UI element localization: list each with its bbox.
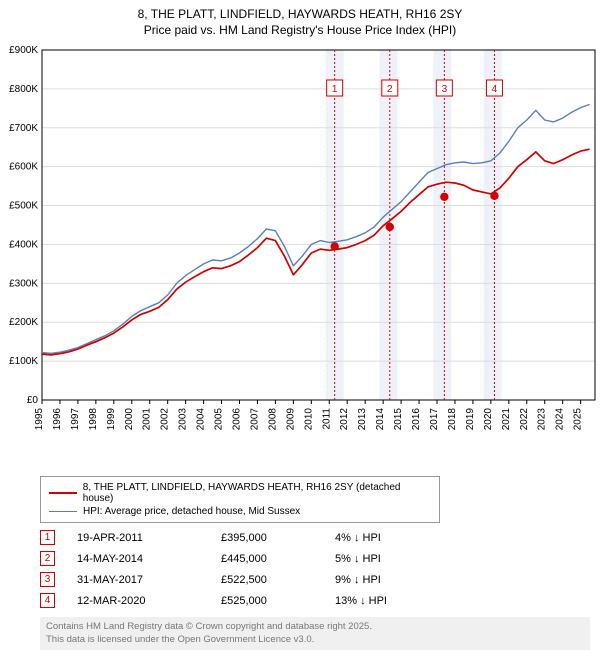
sale-price: £445,000: [221, 553, 331, 565]
chart-svg: £0 £100K £200K £300K £400K £500K £600K £700K £80…: [0, 40, 600, 470]
svg-text:3: 3: [442, 84, 448, 95]
svg-text:£700K: £700K: [9, 123, 38, 134]
sale-diff: 9% ↓ HPI: [335, 574, 455, 586]
svg-text:2008: 2008: [267, 408, 278, 431]
svg-text:£800K: £800K: [9, 84, 38, 95]
svg-text:1995: 1995: [34, 408, 45, 431]
svg-text:2018: 2018: [447, 408, 458, 431]
svg-text:2003: 2003: [178, 408, 189, 431]
sale-diff: 4% ↓ HPI: [335, 532, 455, 544]
sale-row: 4 12-MAR-2020 £525,000 13% ↓ HPI: [40, 590, 590, 611]
sale-date: 31-MAY-2017: [77, 574, 217, 586]
svg-text:2012: 2012: [339, 408, 350, 431]
legend-label-hpi: HPI: Average price, detached house, Mid …: [83, 506, 300, 517]
svg-text:£500K: £500K: [9, 201, 38, 212]
svg-text:2016: 2016: [411, 408, 422, 431]
sale-row: 2 14-MAY-2014 £445,000 5% ↓ HPI: [40, 548, 590, 569]
svg-text:2006: 2006: [232, 408, 243, 431]
sale-price: £525,000: [221, 595, 331, 607]
svg-text:2022: 2022: [519, 408, 530, 431]
svg-text:1998: 1998: [88, 408, 99, 431]
svg-text:2011: 2011: [321, 408, 332, 430]
sale-marker: 2: [40, 551, 55, 566]
svg-text:2001: 2001: [142, 408, 153, 431]
sale-price: £395,000: [221, 532, 331, 544]
svg-text:2024: 2024: [555, 408, 566, 431]
svg-text:2010: 2010: [303, 408, 314, 431]
price-chart: £0 £100K £200K £300K £400K £500K £600K £700K £80…: [0, 40, 600, 470]
title-line-1: 8, THE PLATT, LINDFIELD, HAYWARDS HEATH,…: [0, 6, 600, 22]
svg-text:1999: 1999: [106, 408, 117, 431]
svg-text:£0: £0: [27, 395, 39, 406]
svg-text:2020: 2020: [483, 408, 494, 431]
svg-text:2013: 2013: [357, 408, 368, 431]
svg-text:£300K: £300K: [9, 279, 38, 290]
svg-text:2019: 2019: [465, 408, 476, 431]
svg-text:2004: 2004: [196, 408, 207, 431]
sale-row: 1 19-APR-2011 £395,000 4% ↓ HPI: [40, 527, 590, 548]
svg-text:2015: 2015: [393, 408, 404, 431]
legend-row-hpi: HPI: Average price, detached house, Mid …: [49, 505, 431, 518]
legend-row-price-paid: 8, THE PLATT, LINDFIELD, HAYWARDS HEATH,…: [49, 481, 431, 505]
sale-row: 3 31-MAY-2017 £522,500 9% ↓ HPI: [40, 569, 590, 590]
svg-text:2002: 2002: [160, 408, 171, 431]
svg-text:2023: 2023: [537, 408, 548, 431]
sale-diff: 13% ↓ HPI: [335, 595, 455, 607]
legend-swatch-price-paid: [49, 492, 77, 494]
attribution-line-1: Contains HM Land Registry data © Crown c…: [46, 621, 584, 633]
svg-text:£900K: £900K: [9, 45, 38, 56]
sale-price: £522,500: [221, 574, 331, 586]
svg-text:£200K: £200K: [9, 318, 38, 329]
svg-text:2005: 2005: [214, 408, 225, 431]
title-line-2: Price paid vs. HM Land Registry's House …: [0, 22, 600, 38]
svg-text:2007: 2007: [249, 408, 260, 431]
attribution-line-2: This data is licensed under the Open Gov…: [46, 634, 584, 646]
svg-text:2000: 2000: [124, 408, 135, 431]
svg-text:2025: 2025: [573, 408, 584, 431]
attribution: Contains HM Land Registry data © Crown c…: [40, 617, 590, 650]
sale-marker: 1: [40, 530, 55, 545]
legend-label-price-paid: 8, THE PLATT, LINDFIELD, HAYWARDS HEATH,…: [83, 482, 431, 504]
sale-marker: 3: [40, 572, 55, 587]
svg-text:4: 4: [492, 84, 498, 95]
svg-text:1996: 1996: [52, 408, 63, 431]
legend-swatch-hpi: [49, 511, 77, 512]
svg-text:£100K: £100K: [9, 356, 38, 367]
chart-title: 8, THE PLATT, LINDFIELD, HAYWARDS HEATH,…: [0, 0, 600, 40]
svg-text:1997: 1997: [70, 408, 81, 431]
legend: 8, THE PLATT, LINDFIELD, HAYWARDS HEATH,…: [40, 476, 440, 523]
svg-text:£400K: £400K: [9, 240, 38, 251]
sale-marker: 4: [40, 593, 55, 608]
sale-date: 14-MAY-2014: [77, 553, 217, 565]
svg-text:2017: 2017: [429, 408, 440, 431]
sale-date: 19-APR-2011: [77, 532, 217, 544]
svg-text:2: 2: [387, 84, 393, 95]
svg-text:2021: 2021: [501, 408, 512, 431]
svg-text:2014: 2014: [375, 408, 386, 431]
svg-text:£600K: £600K: [9, 162, 38, 173]
sale-diff: 5% ↓ HPI: [335, 553, 455, 565]
svg-text:2009: 2009: [285, 408, 296, 431]
svg-text:1: 1: [332, 84, 338, 95]
sale-date: 12-MAR-2020: [77, 595, 217, 607]
sales-table: 1 19-APR-2011 £395,000 4% ↓ HPI 2 14-MAY-2014…: [40, 527, 590, 611]
